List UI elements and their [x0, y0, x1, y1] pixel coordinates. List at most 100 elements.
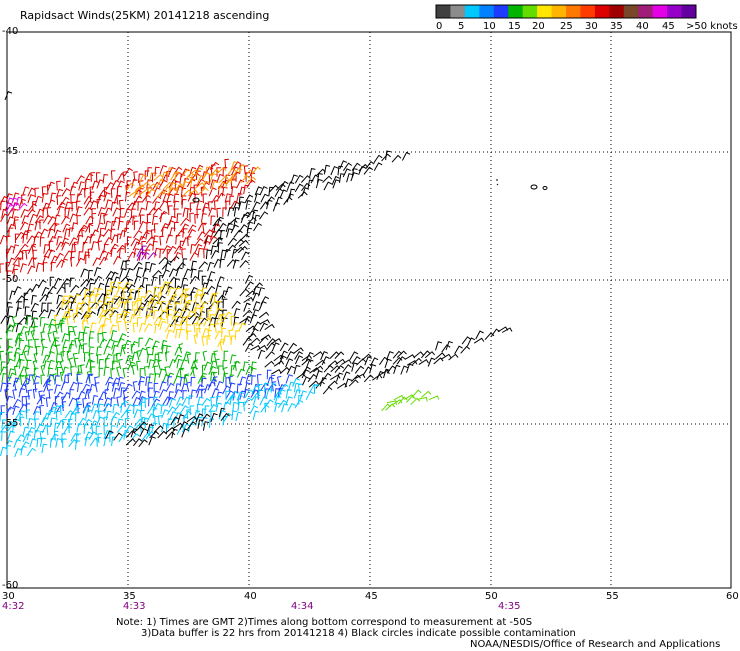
colorbar-swatch — [551, 5, 567, 18]
wind-barb — [378, 356, 389, 366]
wind-barb — [15, 196, 23, 207]
wind-barb — [71, 222, 78, 232]
wind-barb — [219, 229, 226, 240]
wind-barb — [172, 323, 181, 334]
wind-barb — [217, 222, 227, 232]
wind-barb — [34, 215, 44, 224]
wind-barb — [89, 234, 96, 244]
wind-barb — [239, 317, 250, 324]
wind-barb — [105, 199, 112, 209]
wind-barb — [381, 153, 391, 162]
wind-barb — [207, 329, 212, 340]
wind-barb — [147, 382, 153, 392]
wind-barb — [222, 385, 231, 395]
wind-barb — [246, 176, 257, 184]
wind-barb — [50, 255, 59, 265]
wind-barb — [116, 366, 121, 377]
wind-barb — [223, 412, 233, 422]
wind-barb — [102, 308, 111, 318]
wind-barb — [174, 287, 181, 298]
wind-barb — [233, 229, 243, 238]
wind-barb — [180, 359, 188, 369]
wind-barb — [19, 375, 25, 386]
wind-barb — [190, 173, 197, 183]
wind-barb — [186, 415, 198, 423]
wind-barb — [54, 375, 60, 385]
wind-barb — [183, 268, 192, 278]
wind-barb — [244, 343, 254, 352]
wind-barb — [102, 303, 109, 313]
wind-barb — [294, 183, 304, 193]
wind-barb — [215, 395, 221, 406]
wind-barb — [25, 409, 31, 420]
wind-barb — [120, 410, 130, 419]
wind-barb — [82, 241, 88, 252]
wind-barb — [164, 323, 174, 333]
wind-barb — [209, 294, 218, 304]
wind-barb — [214, 285, 222, 295]
wind-barb — [222, 335, 229, 345]
wind-barb — [47, 249, 56, 259]
wind-barb — [18, 198, 26, 209]
wind-barb — [117, 320, 122, 331]
colorbar-border — [435, 4, 697, 19]
wind-barb — [32, 317, 38, 328]
wind-barb — [344, 378, 352, 388]
wind-barb — [279, 180, 289, 190]
wind-barb — [83, 424, 89, 434]
wind-barb — [157, 430, 168, 439]
wind-barb — [346, 173, 354, 183]
wind-barb — [301, 354, 313, 362]
wind-barb — [253, 222, 262, 232]
wind-barb — [165, 308, 172, 319]
wind-barb — [217, 300, 222, 311]
wind-barb — [144, 398, 150, 408]
wind-barb — [454, 345, 463, 355]
wind-barb — [96, 398, 104, 408]
wind-barb — [119, 276, 129, 285]
wind-barb — [81, 383, 91, 393]
wind-barb — [244, 382, 251, 392]
wind-barb — [145, 346, 151, 357]
wind-barb — [210, 300, 219, 310]
wind-barb — [301, 175, 311, 183]
wind-barb — [349, 351, 359, 360]
wind-barb — [146, 213, 152, 224]
wind-barb — [153, 201, 161, 211]
wind-barb — [168, 181, 177, 191]
wind-barb — [264, 383, 269, 393]
wind-barb — [130, 208, 136, 219]
wind-barb — [71, 201, 77, 212]
wind-barb — [336, 382, 348, 389]
lat-lon-grid — [7, 32, 731, 588]
wind-barb — [60, 215, 70, 225]
wind-barb — [84, 436, 91, 447]
wind-barb — [52, 373, 57, 384]
wind-barb — [236, 192, 243, 203]
wind-barb — [39, 237, 45, 247]
colorbar-label: 0 — [436, 21, 443, 32]
wind-barb — [40, 394, 46, 405]
wind-barb — [216, 314, 224, 324]
wind-barb — [133, 297, 142, 307]
wind-barb — [385, 150, 391, 161]
wind-barb — [194, 294, 202, 304]
wind-barb — [201, 275, 207, 286]
wind-barb — [1, 372, 8, 383]
wind-barb — [330, 165, 339, 176]
wind-barb — [97, 333, 103, 343]
wind-barb — [54, 422, 60, 433]
wind-barb — [268, 186, 274, 197]
wind-barb — [125, 221, 131, 231]
wind-barb — [198, 187, 209, 195]
wind-barb — [236, 383, 242, 394]
wind-barb — [88, 337, 94, 347]
wind-barb — [1, 208, 8, 219]
wind-barb — [49, 417, 56, 427]
wind-barb — [111, 377, 121, 387]
wind-barb — [279, 189, 288, 199]
wind-barb — [45, 397, 51, 407]
wind-barb — [39, 228, 49, 238]
wind-barb — [152, 207, 162, 216]
wind-barb — [18, 202, 28, 211]
